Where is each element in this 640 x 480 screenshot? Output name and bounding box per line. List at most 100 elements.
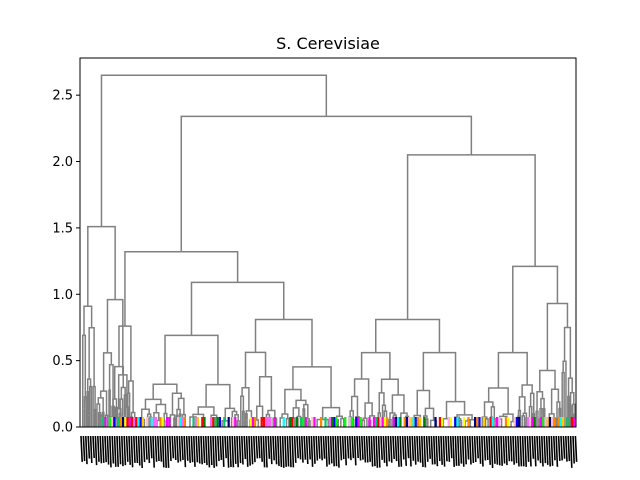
leaf-label: [382, 435, 386, 463]
leaf-label: [241, 435, 244, 465]
leaf-color-mark: [513, 417, 516, 427]
dendrogram-link: [484, 418, 489, 425]
leaf-label: [257, 435, 261, 459]
dendrogram-link: [445, 400, 466, 419]
dendrogram-link: [114, 406, 119, 417]
leaf-color-mark: [313, 417, 316, 427]
dendrogram-link: [180, 115, 473, 252]
leaf-color-mark: [381, 417, 384, 427]
dendrogram-link: [106, 298, 124, 375]
leaf-label: [478, 435, 482, 464]
dendrogram-link: [364, 402, 373, 419]
dendrogram-link: [140, 408, 150, 420]
dendrogram-link: [108, 389, 111, 413]
leaf-label: [560, 435, 563, 461]
dendrogram-link: [422, 351, 457, 402]
leaf-label: [245, 435, 249, 467]
dendrogram-link: [124, 251, 239, 327]
leaf-label: [248, 435, 251, 466]
leaf-label: [502, 435, 506, 464]
dendrogram-link: [177, 397, 185, 415]
leaf-label: [567, 435, 571, 462]
leaf-label: [209, 435, 213, 466]
leaf-color-mark: [386, 417, 389, 427]
leaf-label: [169, 435, 172, 462]
leaf-color-mark: [531, 417, 534, 427]
leaf-color-mark: [405, 417, 408, 427]
leaf-color-mark: [267, 417, 270, 427]
leaf-color-mark: [152, 417, 155, 427]
leaf-label: [373, 435, 376, 467]
y-tick-label: 0.5: [52, 354, 73, 369]
leaf-label: [231, 435, 235, 468]
leaf-label: [296, 435, 299, 459]
dendrogram-link: [176, 408, 181, 416]
leaf-label: [351, 435, 355, 459]
dendrogram-link: [285, 417, 290, 425]
leaf-label: [214, 435, 218, 467]
plot-frame: [79, 57, 577, 428]
leaf-label: [109, 435, 112, 468]
leaf-label: [284, 435, 287, 467]
leaf-label: [485, 435, 489, 460]
leaf-label: [557, 435, 561, 461]
dendrogram-link: [360, 351, 391, 380]
leaf-color-mark: [333, 417, 336, 427]
leaf-label: [267, 435, 271, 459]
dendrogram-link: [383, 410, 388, 421]
leaf-color-mark: [179, 417, 182, 427]
leaf-color-mark: [504, 417, 507, 427]
leaf-label: [164, 435, 167, 468]
leaf-color-mark: [449, 417, 452, 427]
leaf-label: [137, 435, 141, 466]
leaf-label: [471, 435, 475, 464]
leaf-color-mark: [403, 417, 406, 427]
leaf-label: [459, 435, 463, 464]
leaf-color-mark: [412, 417, 415, 427]
leaf-color-mark: [227, 417, 230, 427]
leaf-color-mark: [542, 417, 545, 427]
leaf-color-mark: [368, 417, 371, 427]
dendrogram-link: [561, 371, 565, 400]
leaf-label: [435, 435, 439, 467]
leaf-color-mark: [359, 417, 362, 427]
leaf-color-mark: [507, 417, 510, 427]
leaf-label: [334, 435, 338, 467]
leaf-label: [128, 435, 131, 465]
leaf-color-mark: [394, 417, 397, 427]
y-tick-label: 2.0: [52, 155, 73, 170]
dendrogram-link: [240, 395, 245, 414]
leaf-label: [399, 435, 403, 467]
leaf-label: [99, 435, 103, 464]
leaf-color-mark: [273, 417, 276, 427]
leaf-color-mark: [392, 417, 395, 427]
leaf-color-mark: [377, 417, 380, 427]
leaf-color-mark: [454, 417, 457, 427]
leaf-label-band: [80, 435, 578, 469]
dendrogram-link: [512, 265, 559, 353]
leaf-color-mark: [498, 417, 501, 427]
leaf-label: [339, 435, 343, 461]
dendrogram-link: [87, 225, 116, 307]
leaf-color-mark: [159, 417, 162, 427]
leaf-label: [526, 435, 530, 462]
dendrogram-link: [555, 417, 559, 424]
leaf-color-mark: [573, 417, 576, 427]
leaf-color-mark: [551, 417, 554, 427]
leaf-label: [181, 435, 184, 460]
leaf-color-mark: [291, 417, 294, 427]
leaf-label: [224, 435, 227, 459]
leaf-color-mark: [557, 417, 560, 427]
leaf-label: [464, 435, 467, 465]
leaf-label: [97, 435, 100, 462]
leaf-color-mark: [232, 417, 235, 427]
dendrogram-link: [284, 388, 302, 415]
dendrogram-link: [518, 396, 526, 414]
leaf-color-mark: [344, 417, 347, 427]
leaf-label: [437, 435, 441, 462]
leaf-color-mark: [559, 417, 562, 427]
leaf-label: [82, 435, 86, 462]
leaf-label: [327, 435, 331, 465]
leaf-label: [205, 435, 208, 466]
leaf-label: [207, 435, 211, 468]
